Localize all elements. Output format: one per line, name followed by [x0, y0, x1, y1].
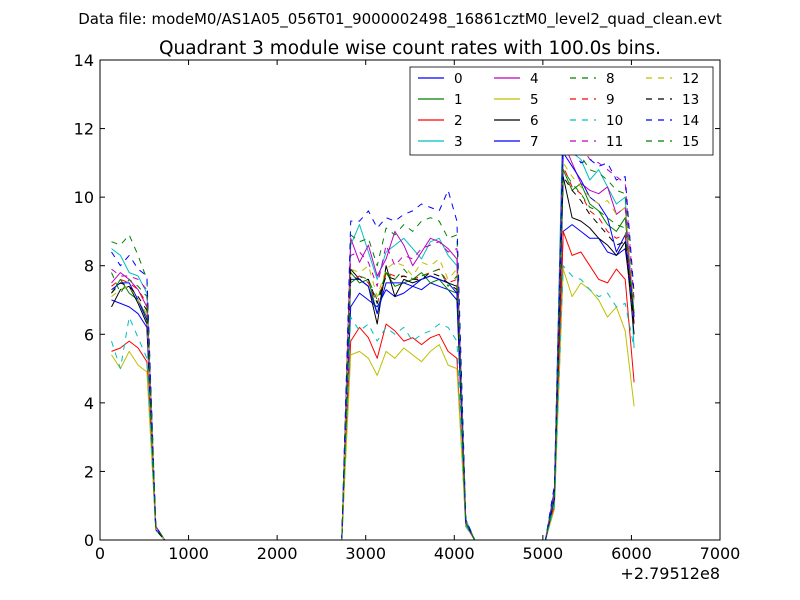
legend-label-8: 8	[606, 71, 615, 87]
x-tick-label: 0	[95, 544, 105, 563]
x-tick-label: 1000	[168, 544, 209, 563]
legend-label-11: 11	[606, 134, 623, 150]
legend-label-1: 1	[454, 92, 463, 108]
legend-label-15: 15	[682, 134, 699, 150]
x-tick-label: 6000	[611, 544, 652, 563]
x-tick-label: 4000	[434, 544, 475, 563]
plot-frame	[99, 59, 721, 541]
y-tick-label: 8	[84, 257, 94, 276]
y-tick-label: 4	[84, 394, 94, 413]
y-tick-label: 0	[84, 531, 94, 550]
series-line-14	[111, 131, 635, 541]
legend-label-10: 10	[606, 113, 623, 129]
y-tick-label: 12	[74, 120, 94, 139]
legend-label-12: 12	[682, 71, 699, 87]
legend-label-5: 5	[530, 92, 539, 108]
legend-label-3: 3	[454, 134, 463, 150]
legend-label-6: 6	[530, 113, 539, 129]
y-tick-label: 14	[74, 51, 94, 70]
figure-suptitle: Data file: modeM0/AS1A05_056T01_90000024…	[78, 10, 722, 29]
y-tick-label: 6	[84, 325, 94, 344]
legend-label-14: 14	[682, 113, 699, 129]
y-tick-label: 10	[74, 188, 94, 207]
legend-frame	[409, 66, 714, 156]
chart-title: Quadrant 3 module wise count rates with …	[159, 38, 661, 59]
x-tick-label: 2000	[257, 544, 298, 563]
legend-label-13: 13	[682, 92, 699, 108]
series-line-15	[111, 169, 635, 541]
x-offset-label: +2.79512e8	[620, 564, 720, 583]
series-line-13	[111, 176, 635, 541]
legend-label-2: 2	[454, 113, 463, 129]
legend-label-7: 7	[530, 134, 539, 150]
x-tick-label: 5000	[522, 544, 563, 563]
legend-label-9: 9	[606, 92, 615, 108]
x-tick-label: 3000	[345, 544, 386, 563]
series-line-10	[111, 265, 635, 541]
x-tick-label: 7000	[700, 544, 741, 563]
legend-label-0: 0	[454, 71, 463, 87]
legend-label-4: 4	[530, 71, 539, 87]
x-axis: 0 1000 2000 3000 4000 5000 6000 7000	[95, 60, 740, 563]
y-tick-label: 2	[84, 462, 94, 481]
